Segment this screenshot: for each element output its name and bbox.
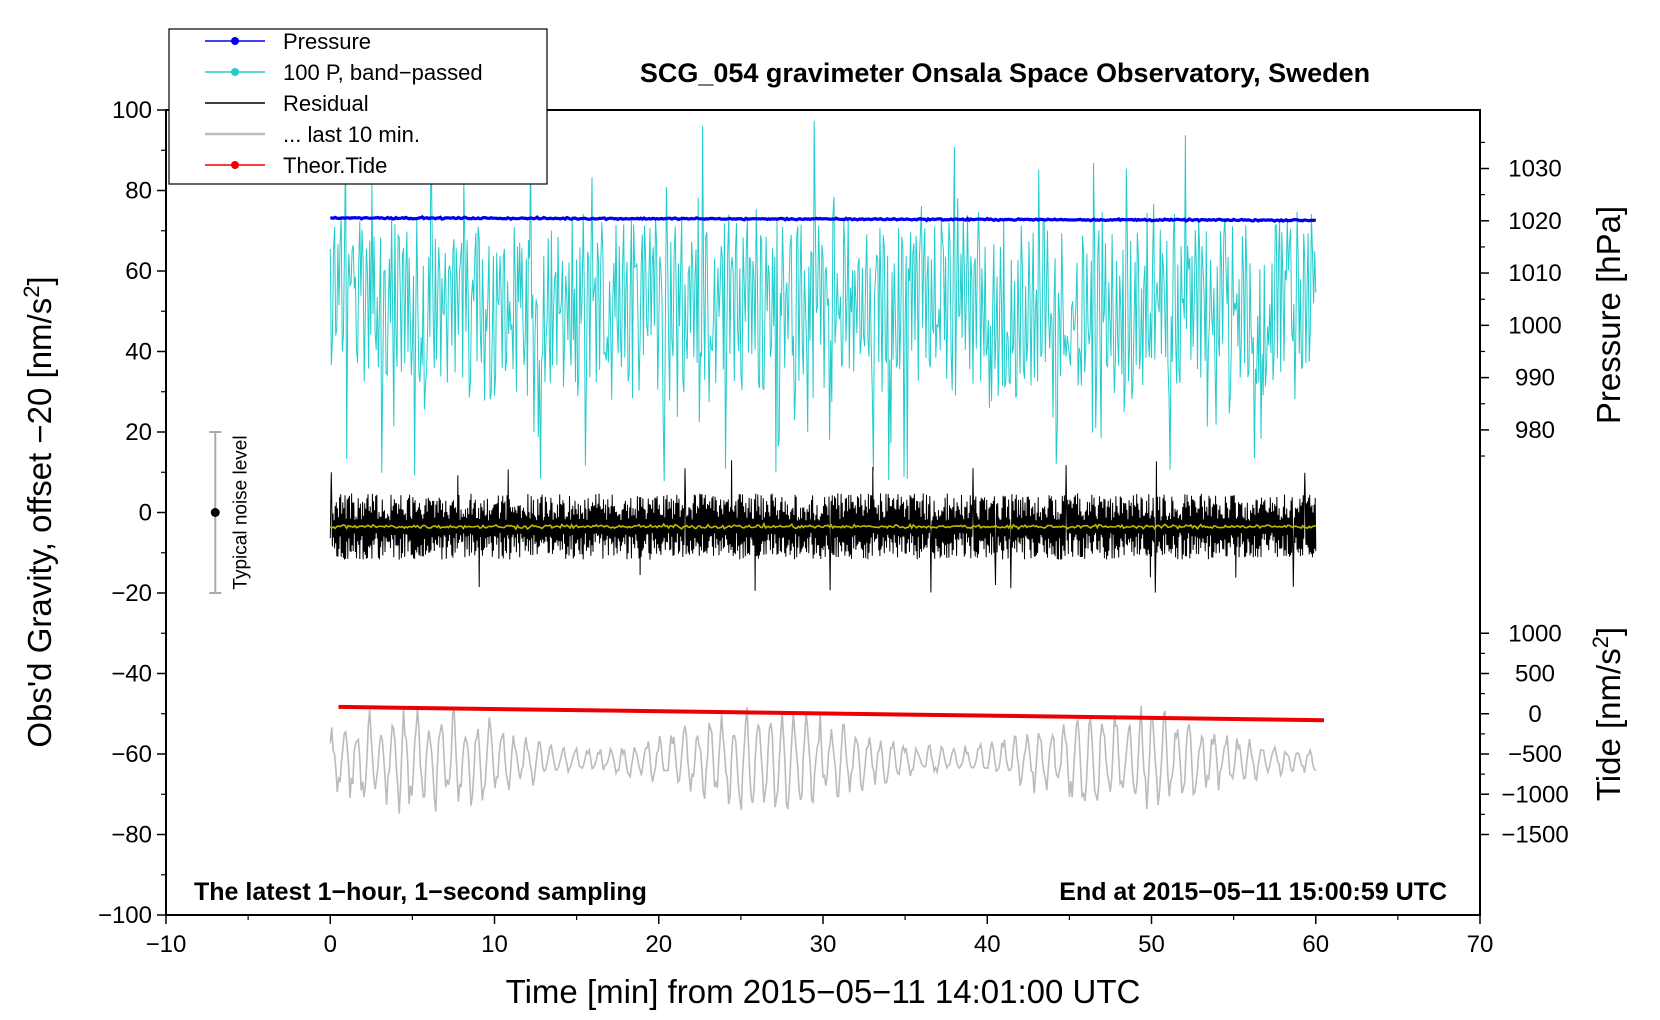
pressure-tick-label: 980 (1515, 417, 1555, 444)
y-tick-label: 80 (125, 178, 152, 205)
y-tick-label: −100 (98, 902, 152, 929)
y-tick-label: −20 (111, 580, 152, 607)
y-axis-title-sup: 2 (19, 286, 44, 298)
series-pressure-line (330, 214, 1317, 224)
x-tick-label: 60 (1302, 931, 1329, 958)
pressure-axis-title: Pressure [hPa] (1590, 206, 1627, 424)
tide-tick-label: 1000 (1508, 620, 1561, 647)
tide-axis-title: Tide [nm/s2] (1588, 627, 1627, 801)
y-tick-label: −60 (111, 741, 152, 768)
x-tick-label: 70 (1467, 931, 1494, 958)
y-tick-label: 20 (125, 419, 152, 446)
y-axis-title: Obs'd Gravity, offset −20 [nm/s2] (19, 276, 58, 747)
legend-box (168, 28, 548, 185)
y-tick-label: 40 (125, 339, 152, 366)
x-tick-label: 10 (481, 931, 508, 958)
legend-marker (231, 161, 239, 169)
y-axis-title-main: Obs'd Gravity, offset −20 [nm/s (21, 298, 58, 748)
x-tick-label: 40 (974, 931, 1001, 958)
x-tick-label: 20 (645, 931, 672, 958)
y-tick-label: 60 (125, 258, 152, 285)
y-axis-title-end: ] (21, 276, 58, 285)
y-tick-label: −80 (111, 822, 152, 849)
series-running-mean-line (329, 521, 1317, 531)
legend-label: Pressure (283, 29, 371, 54)
pressure-tick-label: 1000 (1508, 312, 1561, 339)
tide-axis-title-end: ] (1590, 627, 1627, 636)
series-band-passed-pressure-line (329, 120, 1317, 482)
legend-entries: Pressure 100 P, band−passed Residual ... la… (205, 29, 483, 178)
y-tick-label: −40 (111, 661, 152, 688)
legend-marker (231, 37, 239, 45)
pressure-tick-label: 1030 (1508, 156, 1561, 183)
annotation-bottom-right: End at 2015−05−11 15:00:59 UTC (1059, 878, 1447, 906)
annotation-bottom-left: The latest 1−hour, 1−second sampling (194, 878, 647, 906)
x-tick-label: 50 (1138, 931, 1165, 958)
pressure-tick-label: 1020 (1508, 208, 1561, 235)
pressure-tick-label: 1010 (1508, 260, 1561, 287)
noise-level-center-dot (210, 508, 220, 517)
x-tick-label: 0 (324, 931, 337, 958)
x-axis-title: Time [min] from 2015−05−11 14:01:00 UTC (506, 973, 1141, 1010)
y-tick-label: 0 (139, 500, 152, 527)
series-theoretical-tide-line (338, 704, 1324, 723)
pressure-tick-label: 990 (1515, 365, 1555, 392)
legend-label: 100 P, band−passed (283, 60, 483, 85)
y-tick-label: 100 (112, 97, 152, 124)
x-tick-label: −10 (146, 931, 187, 958)
tide-tick-label: −1500 (1501, 822, 1568, 849)
noise-level-indicator: Typical noise level (209, 431, 251, 594)
series-residual-line (329, 460, 1317, 593)
tide-axis-title-main: Tide [nm/s (1590, 648, 1627, 801)
tide-tick-label: −1000 (1501, 781, 1568, 808)
legend-label: Theor.Tide (283, 153, 387, 178)
tide-tick-label: 0 (1528, 701, 1541, 728)
series-layer (329, 120, 1324, 814)
chart-title: SCG_054 gravimeter Onsala Space Observat… (640, 58, 1370, 88)
tide-tick-label: −500 (1508, 741, 1562, 768)
tide-tick-label: 500 (1515, 661, 1555, 688)
legend-label: ... last 10 min. (283, 122, 420, 147)
axis-layer: −10 0 10 20 30 40 50 60 70100806040200−20−40−60−… (98, 97, 1569, 958)
legend-label: Residual (283, 91, 369, 116)
noise-level-label: Typical noise level (230, 435, 251, 589)
tide-axis-title-sup: 2 (1588, 636, 1613, 648)
legend-marker (231, 68, 239, 76)
x-tick-label: 30 (810, 931, 837, 958)
